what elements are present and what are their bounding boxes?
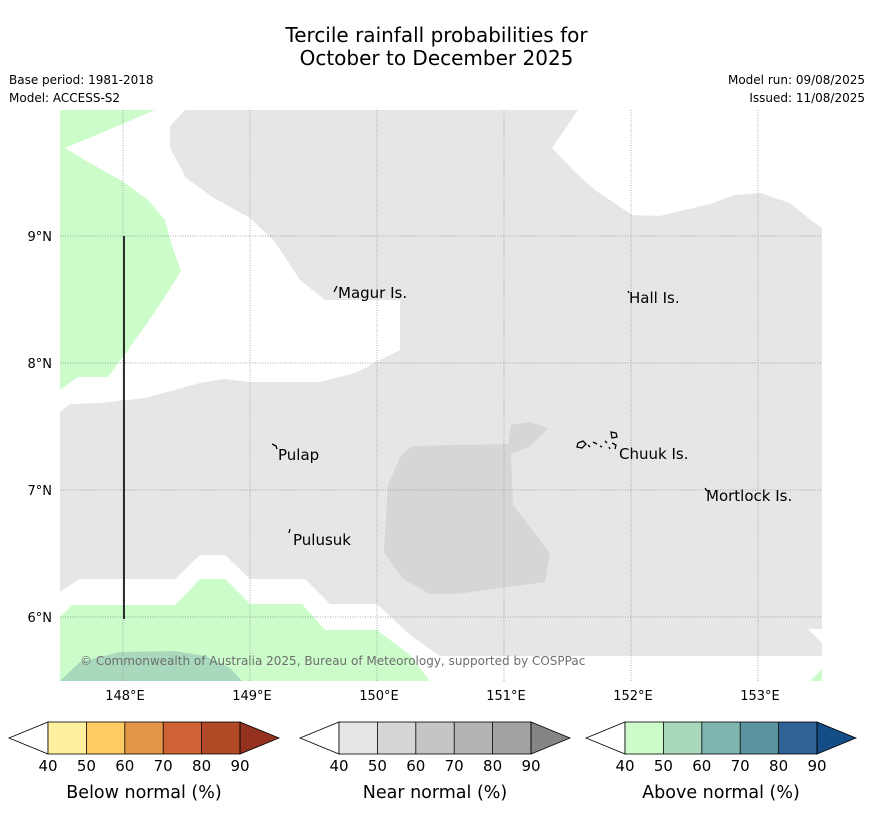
- place-label-pulusuk: Pulusuk: [293, 531, 351, 549]
- hall-island-outline: [627, 290, 630, 294]
- colorbar-tick-label: 90: [807, 757, 826, 775]
- colorbar-swatch: [86, 722, 125, 754]
- colorbar-tick-label: 40: [329, 757, 348, 775]
- colorbar-swatch: [740, 722, 779, 754]
- lat-tick-label: 7°N: [28, 484, 53, 499]
- colorbar-swatch: [124, 722, 164, 754]
- colorbar-swatch: [530, 721, 572, 755]
- colorbar-swatch: [201, 722, 240, 754]
- place-label-hall: Hall Is.: [629, 289, 680, 307]
- issued-text: Issued: 11/08/2025: [749, 91, 865, 105]
- colorbar-tick-label: 40: [38, 757, 57, 775]
- above-normal-50-60-region: [60, 651, 242, 681]
- colorbar-tick-label: 50: [654, 757, 673, 775]
- metadata-left: Base period: 1981-2018 Model: ACCESS-S2: [9, 71, 154, 107]
- pulusuk-island-outline: [288, 528, 291, 534]
- colorbar-tick-label: 80: [769, 757, 788, 775]
- colorbar-tick-label: 60: [406, 757, 425, 775]
- colorbar-tick-label: 70: [154, 757, 173, 775]
- colorbar-swatch: [239, 721, 281, 755]
- colorbar-tick-label: 50: [368, 757, 387, 775]
- map-title-line-1: Tercile rainfall probabilities for: [285, 23, 588, 47]
- colorbar-title-near: Near normal (%): [363, 783, 508, 803]
- colorbar-swatch: [339, 722, 378, 754]
- colorbar-swatch: [778, 722, 817, 754]
- lon-tick-label: 148°E: [105, 689, 145, 704]
- colorbar-tick-label: 60: [692, 757, 711, 775]
- colorbar-swatch: [663, 722, 702, 754]
- colorbar-tick-label: 90: [521, 757, 540, 775]
- lon-tick-label: 149°E: [232, 689, 272, 704]
- mortlock-island-outline: [704, 487, 708, 492]
- colorbar-swatch: [816, 721, 858, 755]
- latitude-tick-labels: 9°N 8°N 7°N 6°N: [28, 230, 53, 626]
- colorbar-swatch: [415, 722, 455, 754]
- pulap-island-outline: [271, 443, 278, 450]
- colorbar-tick-label: 90: [230, 757, 249, 775]
- copyright-text: © Commonwealth of Australia 2025, Bureau…: [80, 654, 585, 668]
- place-label-mortlock: Mortlock Is.: [706, 487, 792, 505]
- metadata-right: Model run: 09/08/2025 Issued: 11/08/2025: [728, 71, 865, 107]
- place-label-chuuk: Chuuk Is.: [619, 445, 688, 463]
- colorbar-under-arrow: [298, 721, 340, 755]
- above-normal-region-southeast: [810, 669, 822, 681]
- lon-tick-label: 151°E: [486, 689, 526, 704]
- lat-tick-label: 6°N: [28, 611, 53, 626]
- base-period-text: Base period: 1981-2018: [9, 73, 154, 87]
- colorbar-under-arrow: [7, 721, 49, 755]
- above-normal-region-west: [60, 110, 181, 390]
- lon-tick-label: 152°E: [613, 689, 653, 704]
- colorbar-tick-label: 40: [615, 757, 634, 775]
- colorbar-above-normal: 40 50 60 70 80 90 Above normal (%): [584, 721, 858, 803]
- magur-island-outline: [333, 285, 338, 293]
- colorbar-swatch: [163, 722, 202, 754]
- place-label-pulap: Pulap: [278, 446, 319, 464]
- map-title-line-2: October to December 2025: [299, 46, 574, 70]
- colorbar-tick-label: 70: [731, 757, 750, 775]
- model-text: Model: ACCESS-S2: [9, 91, 121, 105]
- lat-tick-label: 9°N: [28, 230, 53, 245]
- colorbar-swatch: [48, 722, 87, 754]
- longitude-tick-labels: 148°E 149°E 150°E 151°E 152°E 153°E: [105, 689, 780, 704]
- place-labels: Magur Is. Hall Is. Pulap Chuuk Is. Mortl…: [278, 284, 792, 549]
- colorbar-swatch: [377, 722, 416, 754]
- lat-tick-label: 8°N: [28, 357, 53, 372]
- lon-tick-label: 150°E: [359, 689, 399, 704]
- near-normal-50-60-region: [384, 422, 550, 594]
- colorbar-tick-label: 70: [445, 757, 464, 775]
- colorbar-tick-label: 80: [192, 757, 211, 775]
- colorbar-title-above: Above normal (%): [642, 783, 800, 803]
- colorbar-tick-label: 80: [483, 757, 502, 775]
- colorbar-tick-label: 50: [77, 757, 96, 775]
- colorbar-tick-label: 60: [115, 757, 134, 775]
- colorbar-title-below: Below normal (%): [66, 783, 221, 803]
- colorbar-swatch: [454, 722, 493, 754]
- chuuk-islands-outline: [576, 431, 618, 450]
- island-outlines: [271, 285, 708, 534]
- colorbar-below-normal: 40 50 60 70 80 90 Below normal (%): [7, 721, 281, 803]
- gridlines: [60, 110, 822, 681]
- near-normal-region: [60, 110, 822, 656]
- place-label-magur: Magur Is.: [338, 284, 407, 302]
- lon-tick-label: 153°E: [740, 689, 780, 704]
- colorbar-swatch: [625, 722, 664, 754]
- colorbar-near-normal: 40 50 60 70 80 90 Near normal (%): [298, 721, 572, 803]
- colorbar-swatch: [492, 722, 531, 754]
- model-run-text: Model run: 09/08/2025: [727, 73, 865, 87]
- colorbar-under-arrow: [584, 721, 626, 755]
- probability-fill-layer: [60, 110, 822, 681]
- colorbar-swatch: [701, 722, 741, 754]
